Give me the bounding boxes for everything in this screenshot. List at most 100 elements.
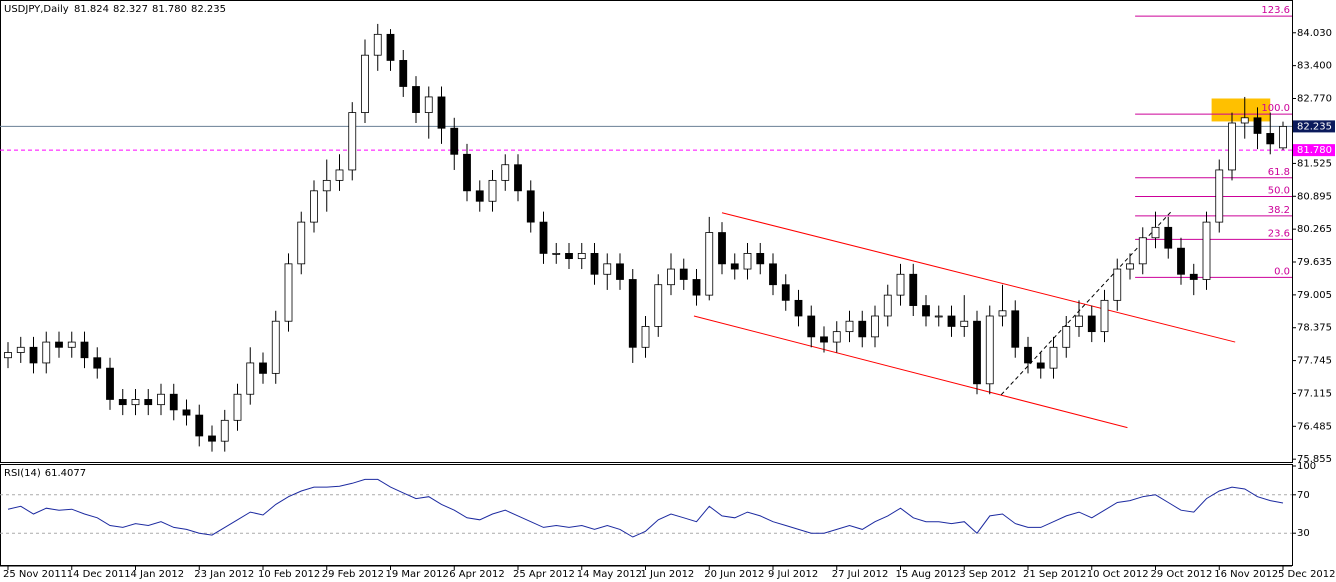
x-tick-label: 10 Oct 2012	[1087, 569, 1149, 580]
candle-body	[450, 127, 459, 155]
candle-body	[743, 253, 752, 270]
candle-body	[526, 190, 535, 223]
rsi-pane	[0, 464, 1293, 566]
y-tick-label: 79.635	[1297, 257, 1332, 268]
candle-body	[514, 164, 522, 192]
candle-body	[922, 305, 930, 317]
y-tick-label: 77.745	[1297, 356, 1332, 367]
candle-body	[552, 253, 561, 255]
highlight-zone	[1211, 98, 1271, 122]
candle-body	[208, 435, 216, 442]
price-label-box	[1293, 120, 1335, 133]
price-label-box	[1293, 144, 1335, 157]
candle-body	[284, 263, 293, 322]
candle-body	[705, 232, 714, 296]
candle-body	[1138, 237, 1147, 265]
candle-body	[718, 232, 726, 265]
candle-body	[628, 279, 637, 348]
candle-body	[883, 294, 892, 317]
y-tick-label: 80.265	[1297, 224, 1332, 235]
x-tick-label: 5 Dec 2012	[1278, 569, 1336, 580]
fib-label: 23.6	[1268, 228, 1290, 239]
x-tick-label: 20 Jun 2012	[704, 569, 764, 580]
candle-body	[1266, 133, 1275, 145]
candle-body	[373, 33, 382, 56]
fib-label: 0.0	[1274, 266, 1290, 277]
ohlc-value: 82.327	[113, 4, 148, 15]
candle-body	[475, 190, 484, 202]
y-tick-label: 83.400	[1297, 61, 1332, 72]
fib-label: 100.0	[1261, 103, 1290, 114]
candle-body	[832, 331, 841, 343]
candle-body	[577, 253, 586, 260]
candle-body	[93, 357, 102, 369]
y-tick-label: 75.855	[1297, 454, 1332, 465]
y-tick-label: 81.525	[1297, 158, 1332, 169]
y-tick-label: 100	[1297, 461, 1316, 472]
candle-body	[756, 253, 765, 265]
candle-body	[896, 273, 905, 296]
candle-body	[1253, 117, 1262, 134]
y-tick-label: 78.375	[1297, 323, 1332, 334]
x-tick-label: 27 Jul 2012	[832, 569, 889, 580]
y-tick-label: 77.115	[1297, 388, 1332, 399]
candle-body	[973, 320, 981, 385]
fib-label: 50.0	[1268, 186, 1290, 197]
candle-body	[335, 169, 344, 181]
x-tick-label: 21 Sep 2012	[1023, 569, 1086, 580]
x-tick-label: 6 Apr 2012	[449, 569, 504, 580]
rsi-value: 61.4077	[45, 468, 86, 479]
candle-body	[871, 315, 879, 338]
x-tick-label: 14 May 2012	[577, 569, 642, 580]
x-tick-label: 4 Jan 2012	[131, 569, 185, 580]
candle-body	[42, 341, 51, 364]
candle-body	[692, 279, 701, 296]
rsi-line	[7, 478, 1284, 538]
candle-body	[654, 284, 663, 327]
candle-body	[769, 263, 777, 286]
candle-body	[386, 33, 395, 61]
candle-body	[169, 393, 178, 411]
candle-body	[67, 341, 76, 348]
candle-body	[131, 399, 140, 406]
candle-body	[947, 315, 956, 327]
candle-body	[322, 179, 331, 192]
x-tick-label: 9 Jul 2012	[768, 569, 818, 580]
candle-body	[297, 221, 306, 265]
candle-body	[259, 362, 267, 374]
candle-body	[667, 268, 675, 286]
candle-body	[310, 190, 318, 223]
candle-body	[1164, 226, 1173, 249]
candle-body	[195, 414, 204, 437]
candle-body	[220, 419, 229, 442]
y-tick-label: 30	[1297, 528, 1310, 539]
chart-title: USDJPY,Daily	[4, 4, 69, 15]
candle-body	[80, 341, 89, 359]
candle-body	[1036, 362, 1045, 369]
fib-label: 38.2	[1268, 205, 1290, 216]
candle-body	[1177, 247, 1185, 275]
candle-body	[616, 263, 624, 280]
candle-body	[641, 326, 650, 348]
candle-body	[1202, 221, 1211, 280]
x-tick-label: 25 Apr 2012	[513, 569, 575, 580]
candle-body	[501, 164, 510, 181]
candle-body	[412, 86, 420, 113]
price-pane	[0, 0, 1293, 463]
candle-body	[233, 393, 242, 421]
x-tick-label: 3 Sep 2012	[959, 569, 1016, 580]
candle-body	[16, 346, 25, 353]
x-tick-label: 14 Dec 2011	[67, 569, 131, 580]
x-tick-label: 10 Feb 2012	[258, 569, 320, 580]
candle-body	[1215, 169, 1224, 223]
candle-body	[1228, 122, 1236, 171]
candle-body	[781, 284, 790, 301]
x-tick-label: 23 Jan 2012	[194, 569, 254, 580]
candle-body	[348, 112, 357, 171]
x-tick-label: 16 Nov 2012	[1214, 569, 1278, 580]
candle-body	[730, 263, 739, 270]
candle-body	[820, 336, 828, 343]
price-label: 81.780	[1297, 145, 1332, 156]
candle-body	[807, 315, 816, 338]
